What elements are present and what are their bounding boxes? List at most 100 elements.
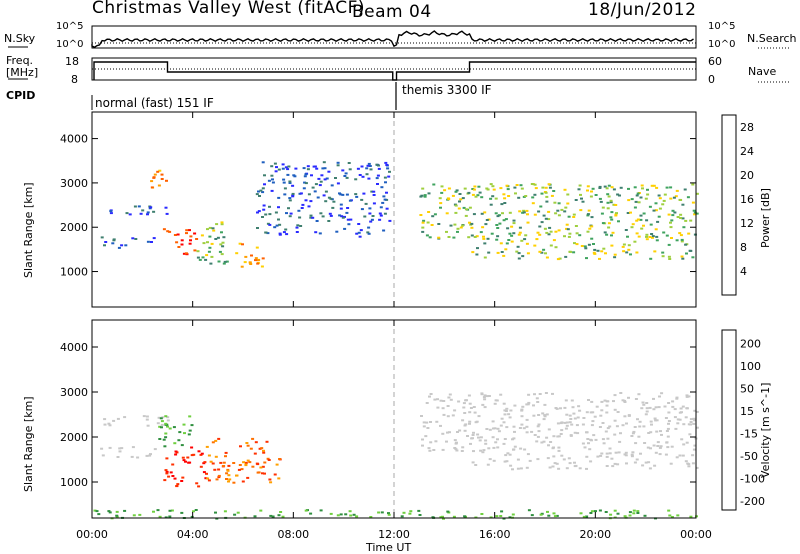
power-cell [453, 223, 457, 226]
power-cell [602, 247, 606, 250]
velocity-cell [611, 465, 615, 468]
power-cell [691, 256, 695, 259]
velocity-cell [239, 445, 242, 448]
velocity-cell [190, 454, 194, 457]
velocity-cell [168, 509, 172, 512]
power-cell [580, 197, 583, 200]
velocity-cell [621, 399, 625, 402]
velocity-cell [156, 509, 160, 512]
power-cell [426, 221, 430, 224]
power-cell [626, 235, 629, 238]
power-cell [600, 212, 604, 215]
power-cell [547, 218, 551, 221]
velocity-cell [669, 462, 673, 465]
power-cell [680, 255, 684, 258]
power-cell [491, 185, 495, 188]
power-cell [668, 258, 672, 260]
power-cell [345, 176, 349, 179]
velocity-cell [682, 443, 686, 446]
velocity-cell [525, 431, 529, 434]
power-ytick-label: 2000 [60, 221, 88, 234]
power-cell [383, 212, 387, 215]
power-cell [343, 175, 347, 177]
power-cell [468, 206, 472, 209]
power-cell [587, 209, 591, 212]
velocity-cell [217, 468, 221, 471]
power-cell [331, 206, 335, 209]
power-cell [262, 208, 266, 211]
velocity-cell [266, 457, 270, 460]
velocity-cell [408, 512, 412, 515]
velocity-cell [685, 395, 689, 398]
velocity-cell [542, 418, 546, 421]
power-cell [349, 218, 353, 221]
power-cell [235, 252, 239, 255]
power-cell [355, 232, 359, 235]
velocity-cell [516, 458, 520, 461]
velocity-cell [461, 446, 465, 449]
power-cell [367, 177, 371, 180]
power-cell [377, 164, 380, 167]
velocity-ytick-label: 4000 [60, 341, 88, 354]
power-cell [648, 236, 652, 238]
power-cell [275, 224, 279, 227]
velocity-cell [281, 515, 285, 518]
velocity-cell [101, 454, 105, 457]
power-cell [476, 194, 480, 197]
power-cell [487, 218, 491, 221]
velocity-cell [471, 437, 474, 440]
velocity-cell [570, 423, 574, 426]
power-cell [675, 239, 679, 242]
velocity-cell [505, 407, 509, 410]
velocity-cell [160, 423, 164, 426]
power-cell [185, 229, 189, 232]
power-cell [354, 193, 358, 196]
velocity-cell [108, 424, 112, 427]
velocity-cell [654, 419, 658, 422]
power-cell [634, 200, 638, 203]
power-cell [684, 219, 688, 222]
velocity-cell [667, 420, 671, 422]
power-cell [565, 223, 569, 226]
velocity-cell [563, 421, 567, 424]
velocity-cell [615, 425, 619, 428]
power-cell [361, 175, 365, 178]
velocity-cell [674, 427, 678, 430]
power-cell [278, 223, 282, 226]
velocity-cell [309, 512, 313, 515]
power-cell [599, 200, 603, 203]
velocity-cell [355, 515, 359, 518]
velocity-cell [678, 454, 682, 457]
power-cell [291, 195, 295, 198]
power-cell [498, 222, 502, 225]
nsearch-tick-top: 10^5 [708, 21, 736, 32]
velocity-cell [427, 447, 431, 450]
velocity-cell [188, 429, 192, 432]
power-cell [319, 180, 323, 183]
velocity-cell [518, 427, 522, 429]
power-cell [572, 251, 576, 254]
power-cell [518, 226, 522, 229]
power-cell [120, 244, 124, 247]
velocity-cell [576, 416, 580, 419]
nsearch-tick-bottom: 10^0 [708, 39, 736, 50]
power-cell [302, 187, 306, 190]
power-cell [286, 168, 290, 171]
power-cell [321, 215, 325, 218]
power-cell [240, 265, 244, 268]
power-cell [295, 231, 299, 233]
velocity-cell [387, 513, 391, 516]
velocity-cell [605, 455, 609, 458]
power-cell [454, 190, 458, 193]
velocity-cell [277, 477, 281, 480]
power-cell [640, 227, 644, 230]
velocity-cell [491, 420, 495, 423]
velocity-cell [177, 439, 181, 442]
power-cell [636, 218, 640, 221]
velocity-cell [455, 449, 459, 452]
power-cell [540, 221, 544, 224]
velocity-cell [409, 510, 413, 513]
power-cell [531, 196, 535, 199]
power-cell [134, 238, 138, 240]
power-cell [318, 232, 322, 235]
